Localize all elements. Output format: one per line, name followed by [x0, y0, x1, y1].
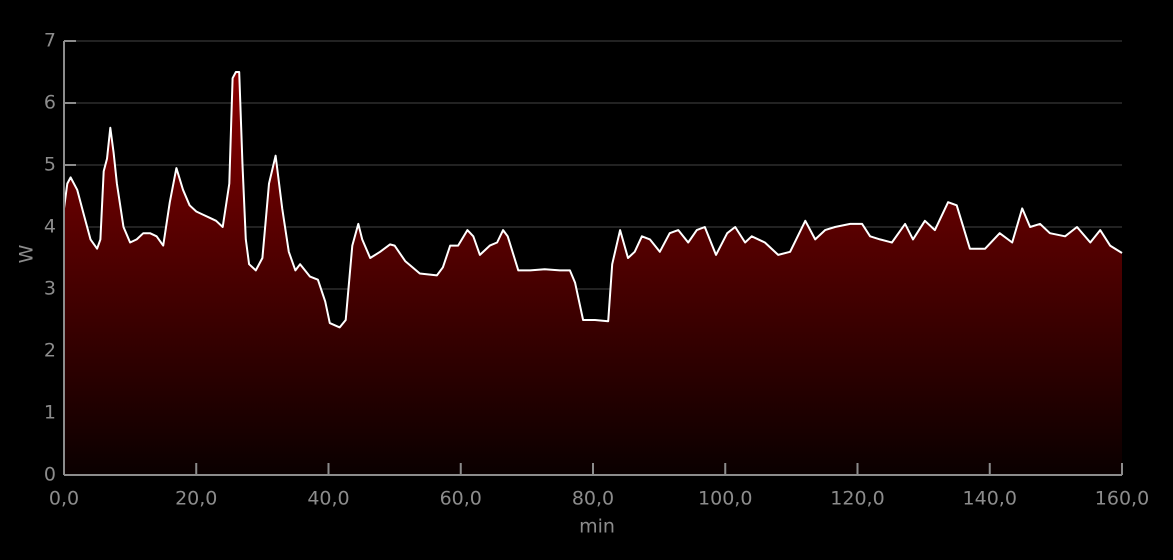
x-tick-label: 20,0 [175, 488, 217, 510]
y-tick-label: 0 [44, 464, 56, 486]
x-tick-label: 40,0 [307, 488, 349, 510]
x-tick-label: 160,0 [1095, 488, 1149, 510]
x-tick-label: 80,0 [572, 488, 614, 510]
line [63, 71, 1123, 329]
area [64, 72, 1122, 475]
y-tick-label: 2 [44, 340, 56, 362]
x-tick-label: 0,0 [49, 488, 79, 510]
y-tick-label: 5 [44, 154, 56, 176]
y-tick-label: 1 [44, 402, 56, 424]
x-tick-label: 140,0 [963, 488, 1017, 510]
y-axis-label: W [16, 244, 38, 263]
y-tick-label: 6 [44, 92, 56, 114]
y-tick-label: 3 [44, 278, 56, 300]
x-axis-label: min [579, 516, 615, 538]
y-tick-label: 7 [44, 30, 56, 52]
x-tick-label: 100,0 [698, 488, 752, 510]
y-tick-label: 4 [44, 216, 56, 238]
x-tick-label: 60,0 [440, 488, 482, 510]
x-tick-label: 120,0 [830, 488, 884, 510]
